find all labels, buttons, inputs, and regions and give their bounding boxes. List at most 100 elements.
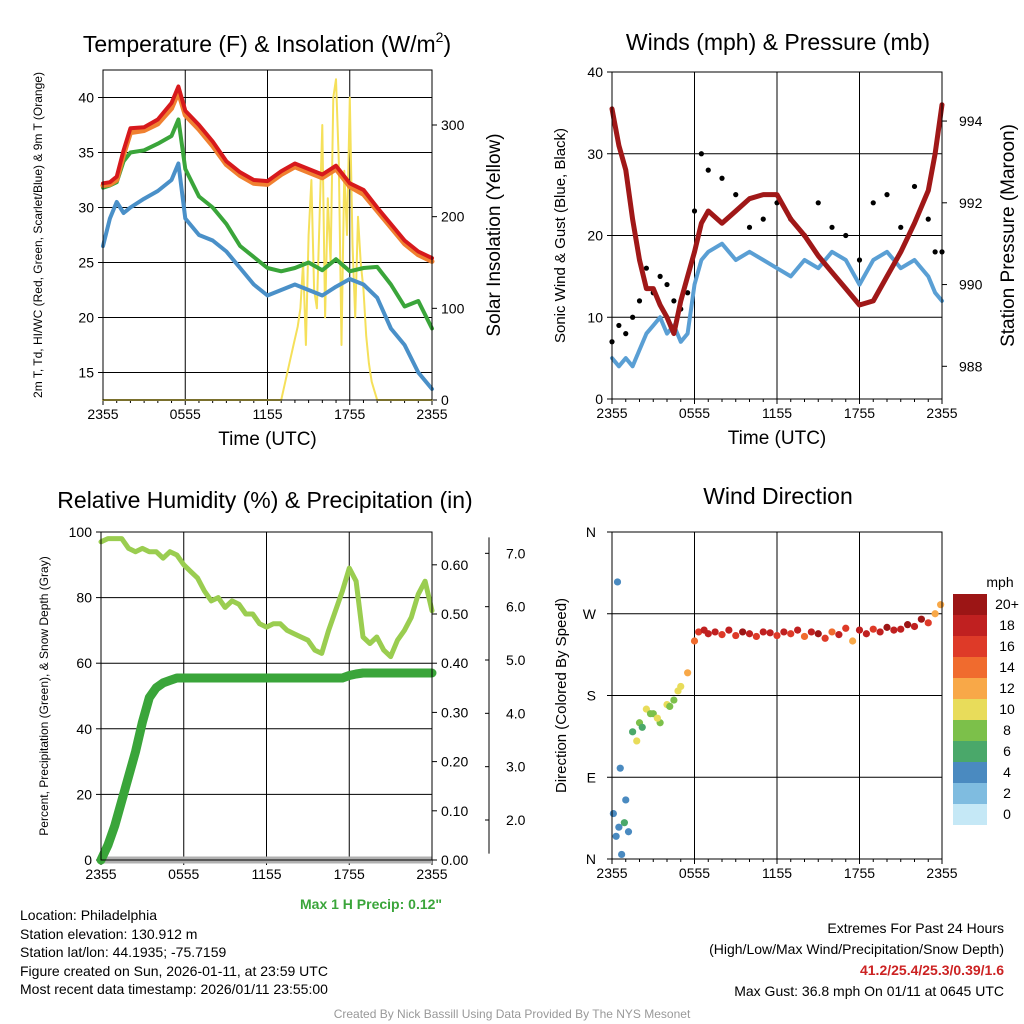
- direction-point: [633, 737, 641, 745]
- y3-tick-label: 6.0: [506, 599, 526, 615]
- direction-point: [759, 628, 767, 636]
- gust-point: [698, 151, 704, 157]
- y3-tick-label: 3.0: [506, 759, 526, 775]
- direction-point: [629, 728, 637, 736]
- direction-point: [773, 631, 781, 640]
- y2-tick-label: 992: [959, 195, 983, 211]
- wind-direction-title: Wind Direction: [703, 483, 853, 509]
- x-tick-label: 0555: [679, 865, 710, 881]
- x-tick-label: 1755: [334, 406, 365, 422]
- wind-panel: Winds (mph) & Pressure (mb) 2355 0555 1155…: [552, 29, 1019, 449]
- direction-point: [695, 628, 703, 636]
- recent-timestamp: Most recent data timestamp: 2026/01/11 2…: [20, 981, 328, 997]
- y2-axis-label: Solar Insolation (Yellow): [484, 133, 505, 336]
- plot-frame: [611, 71, 943, 400]
- y2-tick-label: 0.50: [441, 606, 468, 622]
- gust-point: [657, 273, 663, 279]
- x-axis-label: Time (UTC): [218, 429, 317, 450]
- direction-point: [745, 630, 754, 638]
- gust-point: [843, 232, 849, 239]
- y-tick-label: 0: [595, 391, 603, 407]
- series-wind-chill: [101, 117, 434, 331]
- direction-point: [739, 628, 747, 636]
- direction-point: [800, 632, 809, 641]
- colorbar-label: 4: [1003, 764, 1011, 780]
- x-tick-label: 2355: [926, 865, 957, 881]
- humidity-panel: Relative Humidity (%) & Precipitation (i…: [37, 487, 526, 882]
- max-precip-label: Max 1 H Precip: 0.12": [300, 896, 443, 912]
- y3-tick-label: 2.0: [506, 812, 526, 828]
- direction-point: [780, 628, 788, 636]
- x-tick-label: 1155: [762, 405, 792, 421]
- gust-point: [829, 224, 835, 230]
- y-tick-label: 20: [587, 228, 603, 244]
- temperature-title: Temperature (F) & Insolation (W/m2): [83, 29, 451, 57]
- direction-point: [690, 637, 699, 645]
- direction-point: [624, 828, 633, 836]
- direction-point: [616, 764, 624, 772]
- colorbar-swatch: [953, 699, 987, 720]
- gust-point: [815, 200, 821, 206]
- x-tick-label: 0555: [679, 405, 710, 421]
- gust-point: [870, 200, 876, 206]
- y3-tick-label: 4.0: [506, 705, 526, 721]
- x-axis-label: Time (UTC): [728, 428, 827, 449]
- gust-point: [719, 175, 725, 181]
- extremes-box: Extremes For Past 24 Hours (High/Low/Max…: [709, 918, 1004, 1002]
- station-info: Location: Philadelphia Station elevation…: [20, 906, 328, 999]
- direction-point: [725, 626, 733, 634]
- extremes-subtitle: (High/Low/Max Wind/Precipitation/Snow De…: [709, 941, 1004, 957]
- direction-point: [718, 631, 726, 639]
- colorbar-swatch: [953, 657, 987, 678]
- x-tick-label: 0555: [168, 866, 199, 882]
- direction-point: [904, 621, 912, 629]
- colorbar-swatch: [953, 594, 987, 615]
- gust-point: [932, 249, 938, 255]
- direction-point: [752, 632, 760, 641]
- gust-point: [671, 298, 677, 304]
- y2-tick-label: 0.60: [441, 557, 468, 573]
- direction-point: [835, 631, 843, 639]
- direction-point: [704, 630, 712, 638]
- direction-point: [622, 796, 630, 804]
- colorbar-swatch: [953, 678, 987, 699]
- y2-tick-label: 0.10: [441, 803, 468, 819]
- colorbar-label: 2: [1003, 785, 1011, 801]
- station-elevation: Station elevation: 130.912 m: [20, 925, 198, 942]
- y2-tick-label: 988: [959, 358, 983, 374]
- y2-axis-label: Station Pressure (Maroon): [998, 124, 1019, 347]
- y2-tick-label: 0.20: [441, 754, 468, 770]
- y-tick-label: S: [587, 688, 596, 704]
- direction-point: [849, 637, 857, 645]
- colorbar-label: 10: [999, 701, 1015, 717]
- gust-point: [733, 192, 739, 198]
- colorbar-swatch: [953, 636, 987, 657]
- y-tick-label: N: [586, 524, 596, 540]
- footer-credit: Created By Nick Bassill Using Data Provi…: [333, 1007, 691, 1021]
- gust-point: [884, 192, 890, 198]
- max-gust: Max Gust: 36.8 mph On 01/11 at 0645 UTC: [734, 983, 1004, 999]
- gust-point: [911, 183, 918, 190]
- plot-frame: [100, 531, 433, 861]
- gust-point: [760, 216, 766, 222]
- y-tick-label: 40: [587, 64, 603, 80]
- colorbar-label: 14: [999, 659, 1015, 675]
- direction-point: [653, 714, 661, 722]
- gust-point: [925, 216, 931, 222]
- y2-tick-label: 200: [441, 209, 465, 225]
- y-tick-label: N: [586, 851, 596, 867]
- colorbar-label: 20+: [995, 596, 1019, 612]
- direction-point: [638, 723, 646, 731]
- direction-point: [618, 850, 626, 859]
- y-tick-label: 0: [84, 852, 92, 868]
- colorbar-swatch: [953, 615, 987, 636]
- y-tick-label: 20: [76, 786, 92, 802]
- direction-point: [828, 628, 836, 636]
- direction-point: [609, 809, 617, 818]
- gust-point: [705, 167, 711, 173]
- gust-point: [630, 314, 636, 320]
- direction-point: [876, 628, 884, 636]
- extremes-values: 41.2/25.4/25.3/0.39/1.6: [859, 962, 1004, 978]
- wind-line: [610, 241, 944, 369]
